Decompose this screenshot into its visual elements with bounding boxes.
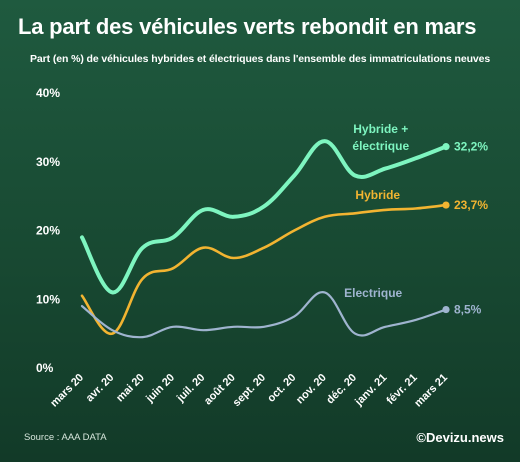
series-line xyxy=(80,203,448,335)
y-tick-label: 30% xyxy=(36,155,60,169)
brand-credit: ©Devizu.news xyxy=(416,430,504,445)
series-name-label: Electrique xyxy=(344,286,402,300)
x-tick-label: avr. 20 xyxy=(84,372,117,405)
series-labels: 32,2% Hybride + électrique 23,7% Hybride 8,5%… xyxy=(344,122,488,317)
y-tick-label: 40% xyxy=(36,86,60,100)
series-end-label: 8,5% xyxy=(454,303,482,317)
series-name-label: électrique xyxy=(352,139,409,153)
x-tick-label: nov. 20 xyxy=(294,372,329,407)
x-tick-label: janv. 21 xyxy=(352,372,389,409)
series-line xyxy=(80,139,448,295)
y-tick-label: 0% xyxy=(36,361,54,375)
x-tick-label: sept. 20 xyxy=(231,372,268,409)
series-end-label: 32,2% xyxy=(454,140,488,154)
series-line xyxy=(80,291,448,339)
series-name-label: Hybride + xyxy=(353,122,408,136)
chart-subtitle: Part (en %) de véhicules hybrides et éle… xyxy=(30,53,491,65)
x-tick-label: mai 20 xyxy=(114,372,147,405)
series-end-point xyxy=(442,143,450,151)
series-end-point xyxy=(442,305,450,314)
y-tick-label: 10% xyxy=(36,292,60,306)
series-end-label: 23,7% xyxy=(454,198,488,212)
source-note: Source : AAA DATA xyxy=(24,432,107,443)
series-end-point xyxy=(442,201,450,209)
x-tick-label: mars 21 xyxy=(412,372,450,410)
x-tick-label: juin 20 xyxy=(143,372,177,406)
x-tick-label: mars 20 xyxy=(48,372,86,410)
y-tick-label: 20% xyxy=(36,224,60,238)
x-tick-label: oct. 20 xyxy=(265,372,298,405)
series-lines xyxy=(80,139,450,339)
y-axis: 0% 10% 20% 30% 40% xyxy=(36,86,60,375)
series-name-label: Hybride xyxy=(355,188,400,202)
chart-title: La part des véhicules verts rebondit en … xyxy=(18,14,477,39)
